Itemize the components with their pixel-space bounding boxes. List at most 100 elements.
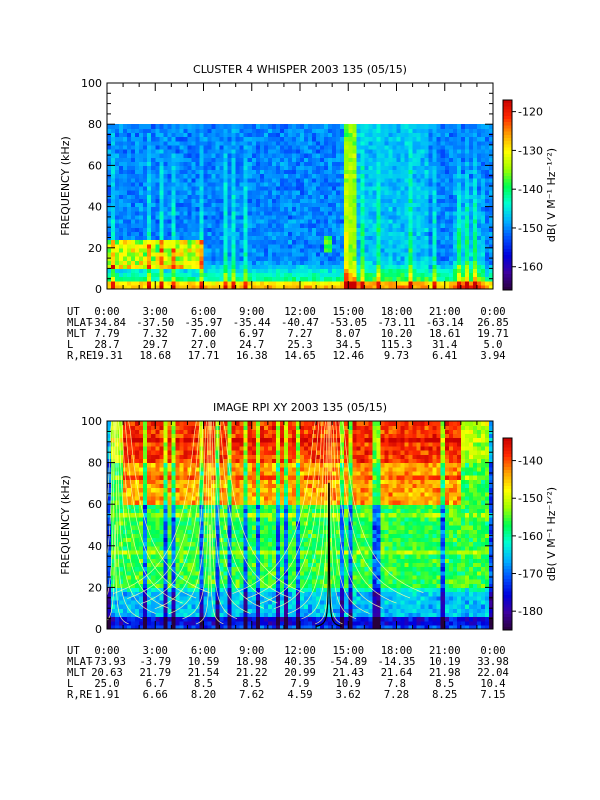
cell xyxy=(271,260,277,265)
cell xyxy=(203,260,209,265)
cell xyxy=(376,148,382,154)
cell xyxy=(388,272,394,278)
cell xyxy=(135,132,140,138)
cell xyxy=(215,276,221,282)
cell xyxy=(235,210,241,216)
cell xyxy=(183,177,189,183)
cell xyxy=(271,227,277,232)
cell xyxy=(283,272,289,278)
cell xyxy=(123,268,128,274)
cell xyxy=(291,206,297,212)
cell xyxy=(332,132,337,138)
cell xyxy=(291,595,297,601)
cell xyxy=(440,136,446,142)
cell xyxy=(368,206,373,212)
cell xyxy=(191,165,197,171)
cell xyxy=(304,190,309,195)
cell xyxy=(308,247,313,253)
cell xyxy=(452,169,458,175)
cell xyxy=(392,276,398,282)
cell xyxy=(416,239,422,245)
cell xyxy=(175,169,180,175)
cell xyxy=(167,595,172,601)
colorbar-segment xyxy=(503,207,512,212)
cell xyxy=(356,210,361,216)
cell xyxy=(464,206,470,212)
cell xyxy=(368,173,373,179)
cell xyxy=(308,256,313,261)
cell xyxy=(183,227,189,232)
cell xyxy=(199,169,205,175)
cell xyxy=(300,608,305,613)
cell xyxy=(392,173,398,179)
cell xyxy=(388,181,394,187)
ephemeris-value: -35.44 xyxy=(233,317,271,329)
cell xyxy=(456,268,462,274)
cell xyxy=(352,165,357,171)
cell xyxy=(115,144,120,150)
cell xyxy=(219,181,225,187)
cell xyxy=(135,165,140,171)
cell xyxy=(287,165,293,171)
cell xyxy=(247,153,253,158)
cell xyxy=(300,165,305,171)
cell xyxy=(316,620,321,626)
cell xyxy=(295,214,301,220)
cell xyxy=(263,599,269,605)
cell xyxy=(135,247,140,253)
cell xyxy=(304,243,309,249)
cell xyxy=(191,276,197,282)
cell xyxy=(291,169,297,175)
cell xyxy=(320,177,325,183)
cell xyxy=(131,251,136,257)
cell xyxy=(316,608,321,613)
cell xyxy=(243,194,249,199)
colorbar-segment xyxy=(503,172,512,177)
cell xyxy=(320,218,325,224)
cell xyxy=(171,161,176,166)
cell xyxy=(111,153,116,158)
cell xyxy=(267,256,273,261)
cell xyxy=(412,268,418,274)
cell xyxy=(143,165,148,171)
cell xyxy=(219,235,225,241)
cell xyxy=(151,243,156,249)
cell xyxy=(484,268,490,274)
cell xyxy=(207,124,213,129)
cell xyxy=(348,181,353,187)
cell xyxy=(436,194,442,199)
cell xyxy=(464,243,470,249)
cell xyxy=(207,620,213,626)
cell xyxy=(420,624,426,630)
cell xyxy=(360,194,365,199)
cell xyxy=(404,194,410,199)
cell xyxy=(219,214,225,220)
cell xyxy=(340,124,345,129)
cell xyxy=(392,161,398,166)
cell xyxy=(147,198,152,204)
cell xyxy=(191,210,197,216)
cell xyxy=(340,268,345,274)
cell xyxy=(316,124,321,129)
cell xyxy=(400,128,406,134)
cell xyxy=(452,124,458,129)
cell xyxy=(396,591,402,597)
cell xyxy=(484,239,490,245)
cell xyxy=(304,227,309,232)
cell xyxy=(147,173,152,179)
cell xyxy=(127,218,132,224)
ephemeris-value: 24.7 xyxy=(239,339,264,351)
cell xyxy=(376,599,382,605)
cell xyxy=(348,264,353,269)
cell xyxy=(364,173,369,179)
cell xyxy=(267,218,273,224)
cell xyxy=(432,251,438,257)
cell xyxy=(131,186,136,191)
cell xyxy=(420,272,426,278)
cell xyxy=(231,268,237,274)
cell xyxy=(340,260,345,265)
cell xyxy=(316,284,321,290)
cell xyxy=(131,198,136,204)
cell xyxy=(328,280,333,286)
